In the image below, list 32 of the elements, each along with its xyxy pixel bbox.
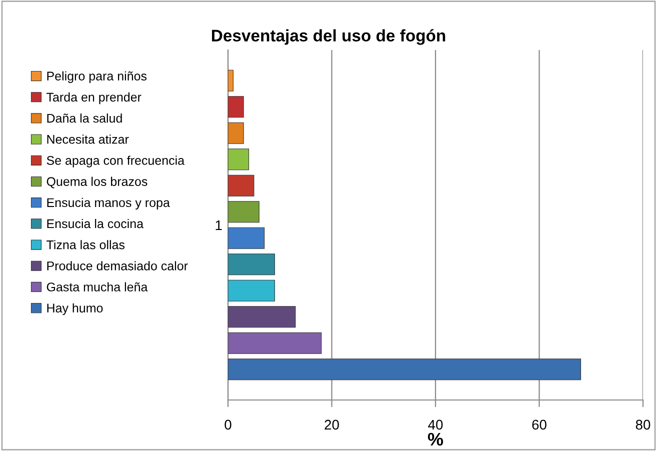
chart-title: Desventajas del uso de fogón	[212, 29, 446, 45]
x-tick-label: 60	[532, 420, 546, 430]
legend-label: Produce demasiado calor	[47, 261, 188, 270]
bar	[228, 358, 582, 380]
legend-label: Tizna las ollas	[46, 240, 125, 250]
x-tick-label: 20	[324, 420, 339, 430]
y-tick-label: 1	[216, 220, 222, 230]
bar	[228, 254, 275, 276]
legend-label: Ensucia la cocina	[47, 218, 144, 228]
legend-label: Ensucia manos y ropa	[47, 198, 170, 210]
legend-label: Gasta mucha leña	[46, 282, 148, 292]
bar	[228, 174, 254, 196]
legend-label: Tarda en prender	[46, 92, 142, 104]
bar	[228, 70, 234, 92]
bar	[228, 122, 244, 144]
x-axis-title: %	[428, 432, 444, 446]
bar	[228, 280, 275, 302]
legend-label: Se apaga con frecuencia	[46, 156, 185, 168]
x-tick-label: 80	[636, 420, 650, 430]
legend-label: Daña la salud	[47, 114, 122, 123]
bar	[228, 332, 322, 354]
bar	[228, 306, 296, 328]
bar	[228, 96, 244, 118]
legend-label: Necesita atizar	[47, 134, 129, 144]
legend-label: Quema los brazos	[46, 176, 148, 188]
bar	[228, 227, 265, 249]
legend-label: Hay humo	[47, 303, 103, 315]
legend-label: Peligro para niños	[47, 71, 147, 83]
bar	[228, 201, 260, 223]
bar	[228, 148, 250, 170]
x-tick-label: 0	[224, 420, 232, 430]
x-tick-label: 40	[428, 420, 443, 430]
